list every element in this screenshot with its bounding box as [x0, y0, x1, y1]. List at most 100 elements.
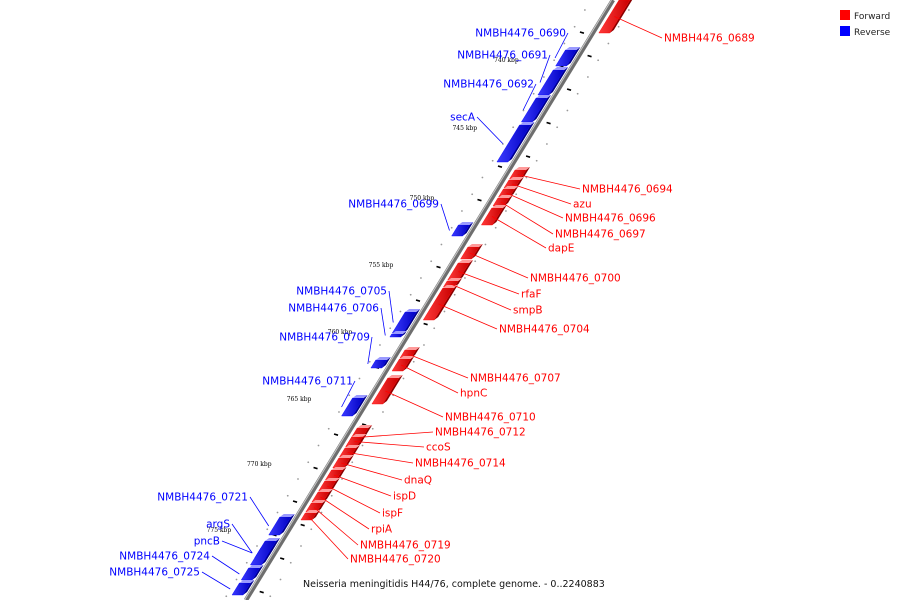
gene-label-nmbh4476-0721[interactable]: NMBH4476_0721: [157, 492, 248, 504]
minor-dot: [402, 377, 405, 380]
gene-label-nmbh4476-0694[interactable]: NMBH4476_0694: [582, 184, 673, 196]
minor-tick: [587, 54, 592, 58]
minor-dot: [310, 528, 313, 531]
scale-mark-755-kbp: 755 kbp: [369, 262, 394, 269]
gene-label-pncb[interactable]: pncB: [194, 536, 220, 548]
gene-label-nmbh4476-0709[interactable]: NMBH4476_0709: [279, 332, 370, 344]
gene-nmbh4476-0725[interactable]: [231, 580, 255, 596]
gene-side-face: [243, 580, 255, 595]
minor-dot: [389, 327, 392, 330]
gene-side-face: [507, 122, 535, 162]
gene-label-nmbh4476-0697[interactable]: NMBH4476_0697: [555, 229, 646, 241]
gene-label-nmbh4476-0725[interactable]: NMBH4476_0725: [109, 567, 200, 579]
gene-label-nmbh4476-0692[interactable]: NMBH4476_0692: [443, 79, 534, 91]
gene-label-nmbh4476-0696[interactable]: NMBH4476_0696: [565, 213, 656, 225]
gene-label-nmbh4476-0724[interactable]: NMBH4476_0724: [119, 551, 210, 563]
gene-nmbh4476-0709[interactable]: [370, 357, 391, 369]
scale-ticks: 740 kbp 745 kbp 750 kbp 755 kbp 760 kbp 765 k…: [207, 9, 630, 598]
gene-label-smpb[interactable]: smpB: [513, 305, 543, 317]
scale-mark-745-kbp: 745 kbp: [452, 125, 477, 132]
gene-label-nmbh4476-0699[interactable]: NMBH4476_0699: [348, 199, 439, 211]
gene-label-rpia[interactable]: rpiA: [371, 524, 393, 536]
gene-face: [492, 197, 510, 207]
minor-dot: [382, 411, 384, 413]
minor-dot: [330, 494, 333, 497]
gene-label-rfaf[interactable]: rfaF: [521, 289, 542, 301]
leader-line-nmbh4476-0707: [407, 353, 469, 379]
gene-label-nmbh4476-0706[interactable]: NMBH4476_0706: [288, 303, 379, 315]
leader-line-nmbh4476-0692: [522, 83, 537, 111]
minor-dot: [245, 561, 248, 564]
gene-label-dape[interactable]: dapE: [548, 243, 574, 255]
gene-label-nmbh4476-0689[interactable]: NMBH4476_0689: [664, 33, 755, 45]
minor-tick: [566, 88, 572, 91]
gene-top-face: [344, 445, 360, 448]
minor-dot: [583, 9, 586, 11]
gene-label-nmbh4476-0700[interactable]: NMBH4476_0700: [530, 273, 621, 285]
gene-label-nmbh4476-0690[interactable]: NMBH4476_0690: [475, 28, 566, 40]
gene-label-nmbh4476-0704[interactable]: NMBH4476_0704: [499, 324, 590, 336]
gene-label-nmbh4476-0705[interactable]: NMBH4476_0705: [296, 286, 387, 298]
gene-label-nmbh4476-0714[interactable]: NMBH4476_0714: [415, 458, 506, 470]
gene-label-nmbh4476-0710[interactable]: NMBH4476_0710: [445, 412, 536, 424]
gene-label-nmbh4476-0711[interactable]: NMBH4476_0711: [262, 376, 353, 388]
gene-seca[interactable]: [496, 122, 535, 163]
gene-side-face: [503, 195, 513, 206]
minor-dot: [338, 411, 340, 413]
leader-line-nmbh4476-0704: [438, 303, 498, 330]
gene-nmbh4476-0699[interactable]: [451, 222, 474, 237]
gene-label-ispf[interactable]: ispF: [382, 508, 403, 520]
minor-dot: [361, 444, 364, 447]
scale-mark-765-kbp: 765 kbp: [287, 396, 312, 403]
leader-line-nmbh4476-0725: [201, 571, 231, 590]
gene-label-nmbh4476-0720[interactable]: NMBH4476_0720: [350, 554, 441, 566]
minor-tick: [525, 155, 531, 158]
minor-tick: [259, 590, 264, 594]
gene-nmbh4476-0692[interactable]: [521, 95, 552, 123]
leader-line-dape: [491, 216, 547, 249]
gene-nmbh4476-0721[interactable]: [268, 514, 295, 536]
gene-label-seca[interactable]: secA: [450, 112, 476, 124]
gene-nmbh4476-0724[interactable]: [240, 565, 264, 581]
leader-line-nmbh4476-0705: [388, 290, 394, 323]
minor-tick: [292, 500, 298, 503]
gene-nmbh4476-0719[interactable]: [305, 500, 327, 513]
gene-side-face: [454, 278, 463, 287]
gene-label-nmbh4476-0707[interactable]: NMBH4476_0707: [470, 373, 561, 385]
gene-top-face: [404, 347, 420, 350]
gene-label-nmbh4476-0691[interactable]: NMBH4476_0691: [457, 50, 548, 62]
minor-dot: [461, 210, 463, 212]
gene-nmbh4476-0706[interactable]: [389, 331, 407, 338]
minor-dot: [300, 545, 302, 547]
legend-reverse-swatch: [840, 26, 850, 36]
leader-line-nmbh4476-0696: [506, 192, 564, 219]
gene-side-face: [400, 331, 407, 337]
scale-mark-750-kbp: 750 kbp: [410, 195, 435, 202]
gene-label-nmbh4476-0719[interactable]: NMBH4476_0719: [360, 540, 451, 552]
gene-label-ccos[interactable]: ccoS: [426, 442, 451, 454]
leader-line-nmbh4476-0721: [249, 496, 270, 527]
gene-label-dnaq[interactable]: dnaQ: [404, 475, 432, 487]
gene-label-ispd[interactable]: ispD: [393, 491, 416, 503]
gene-ccos[interactable]: [345, 434, 367, 447]
gene-side-face: [252, 565, 264, 580]
minor-dot: [474, 260, 477, 263]
minor-dot: [566, 109, 569, 112]
legend-forward-label: Forward: [854, 12, 890, 22]
gene-nmbh4476-0711[interactable]: [341, 395, 368, 417]
gene-label-nmbh4476-0712[interactable]: NMBH4476_0712: [435, 427, 526, 439]
minor-dot: [379, 344, 381, 346]
gene-label-hpnc[interactable]: hpnC: [460, 388, 487, 400]
gene-nmbh4476-0697[interactable]: [492, 195, 513, 207]
gene-label-azu[interactable]: azu: [573, 199, 592, 211]
scale-mark-770-kbp: 770 kbp: [247, 461, 272, 468]
gene-label-args[interactable]: argS: [206, 519, 230, 531]
minor-dot: [420, 277, 422, 279]
leader-line-nmbh4476-0690: [554, 32, 569, 59]
gene-top-face: [248, 565, 264, 568]
minor-dot: [556, 126, 559, 129]
scale-mark-740-kbp: 740 kbp: [494, 57, 519, 64]
gene-nmbh4476-0690[interactable]: [555, 47, 581, 67]
gene-face: [370, 359, 388, 369]
